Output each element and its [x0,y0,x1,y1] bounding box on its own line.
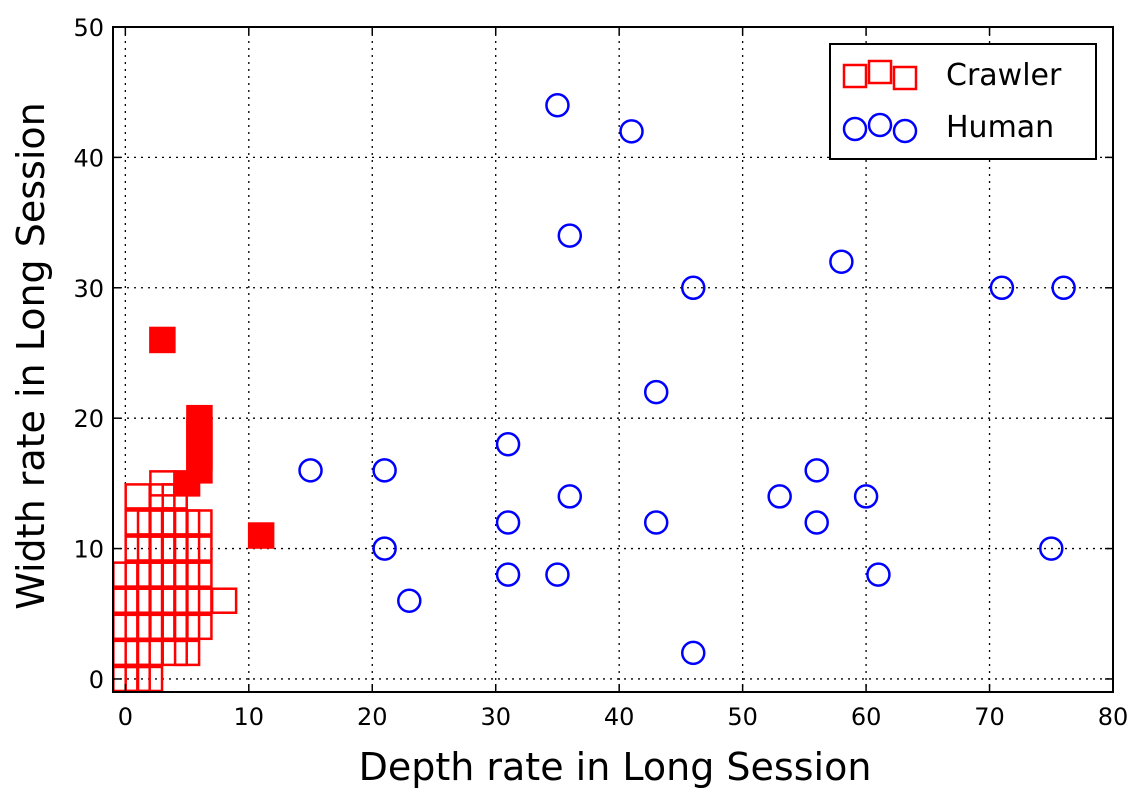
crawler-point [210,587,238,614]
x-tick-label: 40 [604,703,635,731]
crawler-point [186,509,213,536]
crawler-point [186,404,213,432]
crawler-point [186,561,213,588]
legend-crawler-marker [892,65,918,91]
y-tick-label: 0 [89,666,104,694]
human-point [680,640,706,666]
human-point [804,458,829,483]
human-point [680,275,706,301]
human-point [1039,536,1064,561]
human-point [989,275,1015,301]
human-point [853,484,879,509]
crawler-point [247,522,275,549]
tick-labels: 0 10 20 30 40 50 60 70 80 0 10 20 30 40 50 [73,14,1128,731]
x-tick-label: 30 [480,703,511,731]
data-series [113,92,1076,692]
x-axis-title: Depth rate in Long Session [359,745,872,788]
crawler-point [186,535,213,562]
human-point [767,484,792,509]
human-point [643,510,669,535]
x-tick-label: 60 [851,703,882,731]
legend-label-human: Human [946,110,1054,145]
x-tick-label: 10 [234,703,265,731]
y-tick-label: 20 [73,405,104,433]
legend-human-marker [842,116,868,142]
y-axis-title: Width rate in Long Session [9,102,53,610]
y-tick-label: 30 [73,275,104,303]
human-point [298,458,323,483]
series-crawler [113,326,275,692]
human-point [495,510,521,535]
human-point [643,379,669,405]
x-tick-label: 20 [357,703,388,731]
legend-box [829,43,1097,160]
human-point [545,562,570,587]
crawler-point [124,483,151,510]
human-point [829,249,854,274]
human-point [804,510,829,535]
human-point [619,119,644,144]
human-point [495,432,521,457]
human-point [1051,275,1076,301]
legend-label-crawler: Crawler [946,58,1062,93]
crawler-point [149,326,176,354]
human-point [866,562,891,587]
crawler-point [186,613,213,641]
legend-crawler-markers [842,59,918,91]
plot-area-frame [112,26,1114,693]
legend-crawler-marker [842,63,868,89]
legend: Crawler Human [829,43,1097,160]
human-point [372,458,397,483]
series-human [298,92,1076,666]
legend-crawler-marker [867,59,893,85]
human-point [397,588,422,613]
crawler-point [136,665,164,692]
x-tick-label: 80 [1098,703,1129,731]
crawler-point [173,639,201,667]
x-tick-label: 0 [118,703,133,731]
legend-human-marker [867,112,893,138]
human-point [372,536,397,561]
human-point [557,484,583,509]
y-tick-label: 50 [73,14,104,42]
x-tick-label: 70 [974,703,1005,731]
y-tick-label: 10 [73,536,104,564]
x-tick-label: 50 [727,703,758,731]
human-point [545,92,570,118]
axis-ticks [113,26,1114,692]
human-point [557,223,583,248]
legend-human-marker [892,118,918,144]
y-tick-label: 40 [73,144,104,172]
human-point [495,562,521,587]
legend-human-markers [842,112,918,144]
